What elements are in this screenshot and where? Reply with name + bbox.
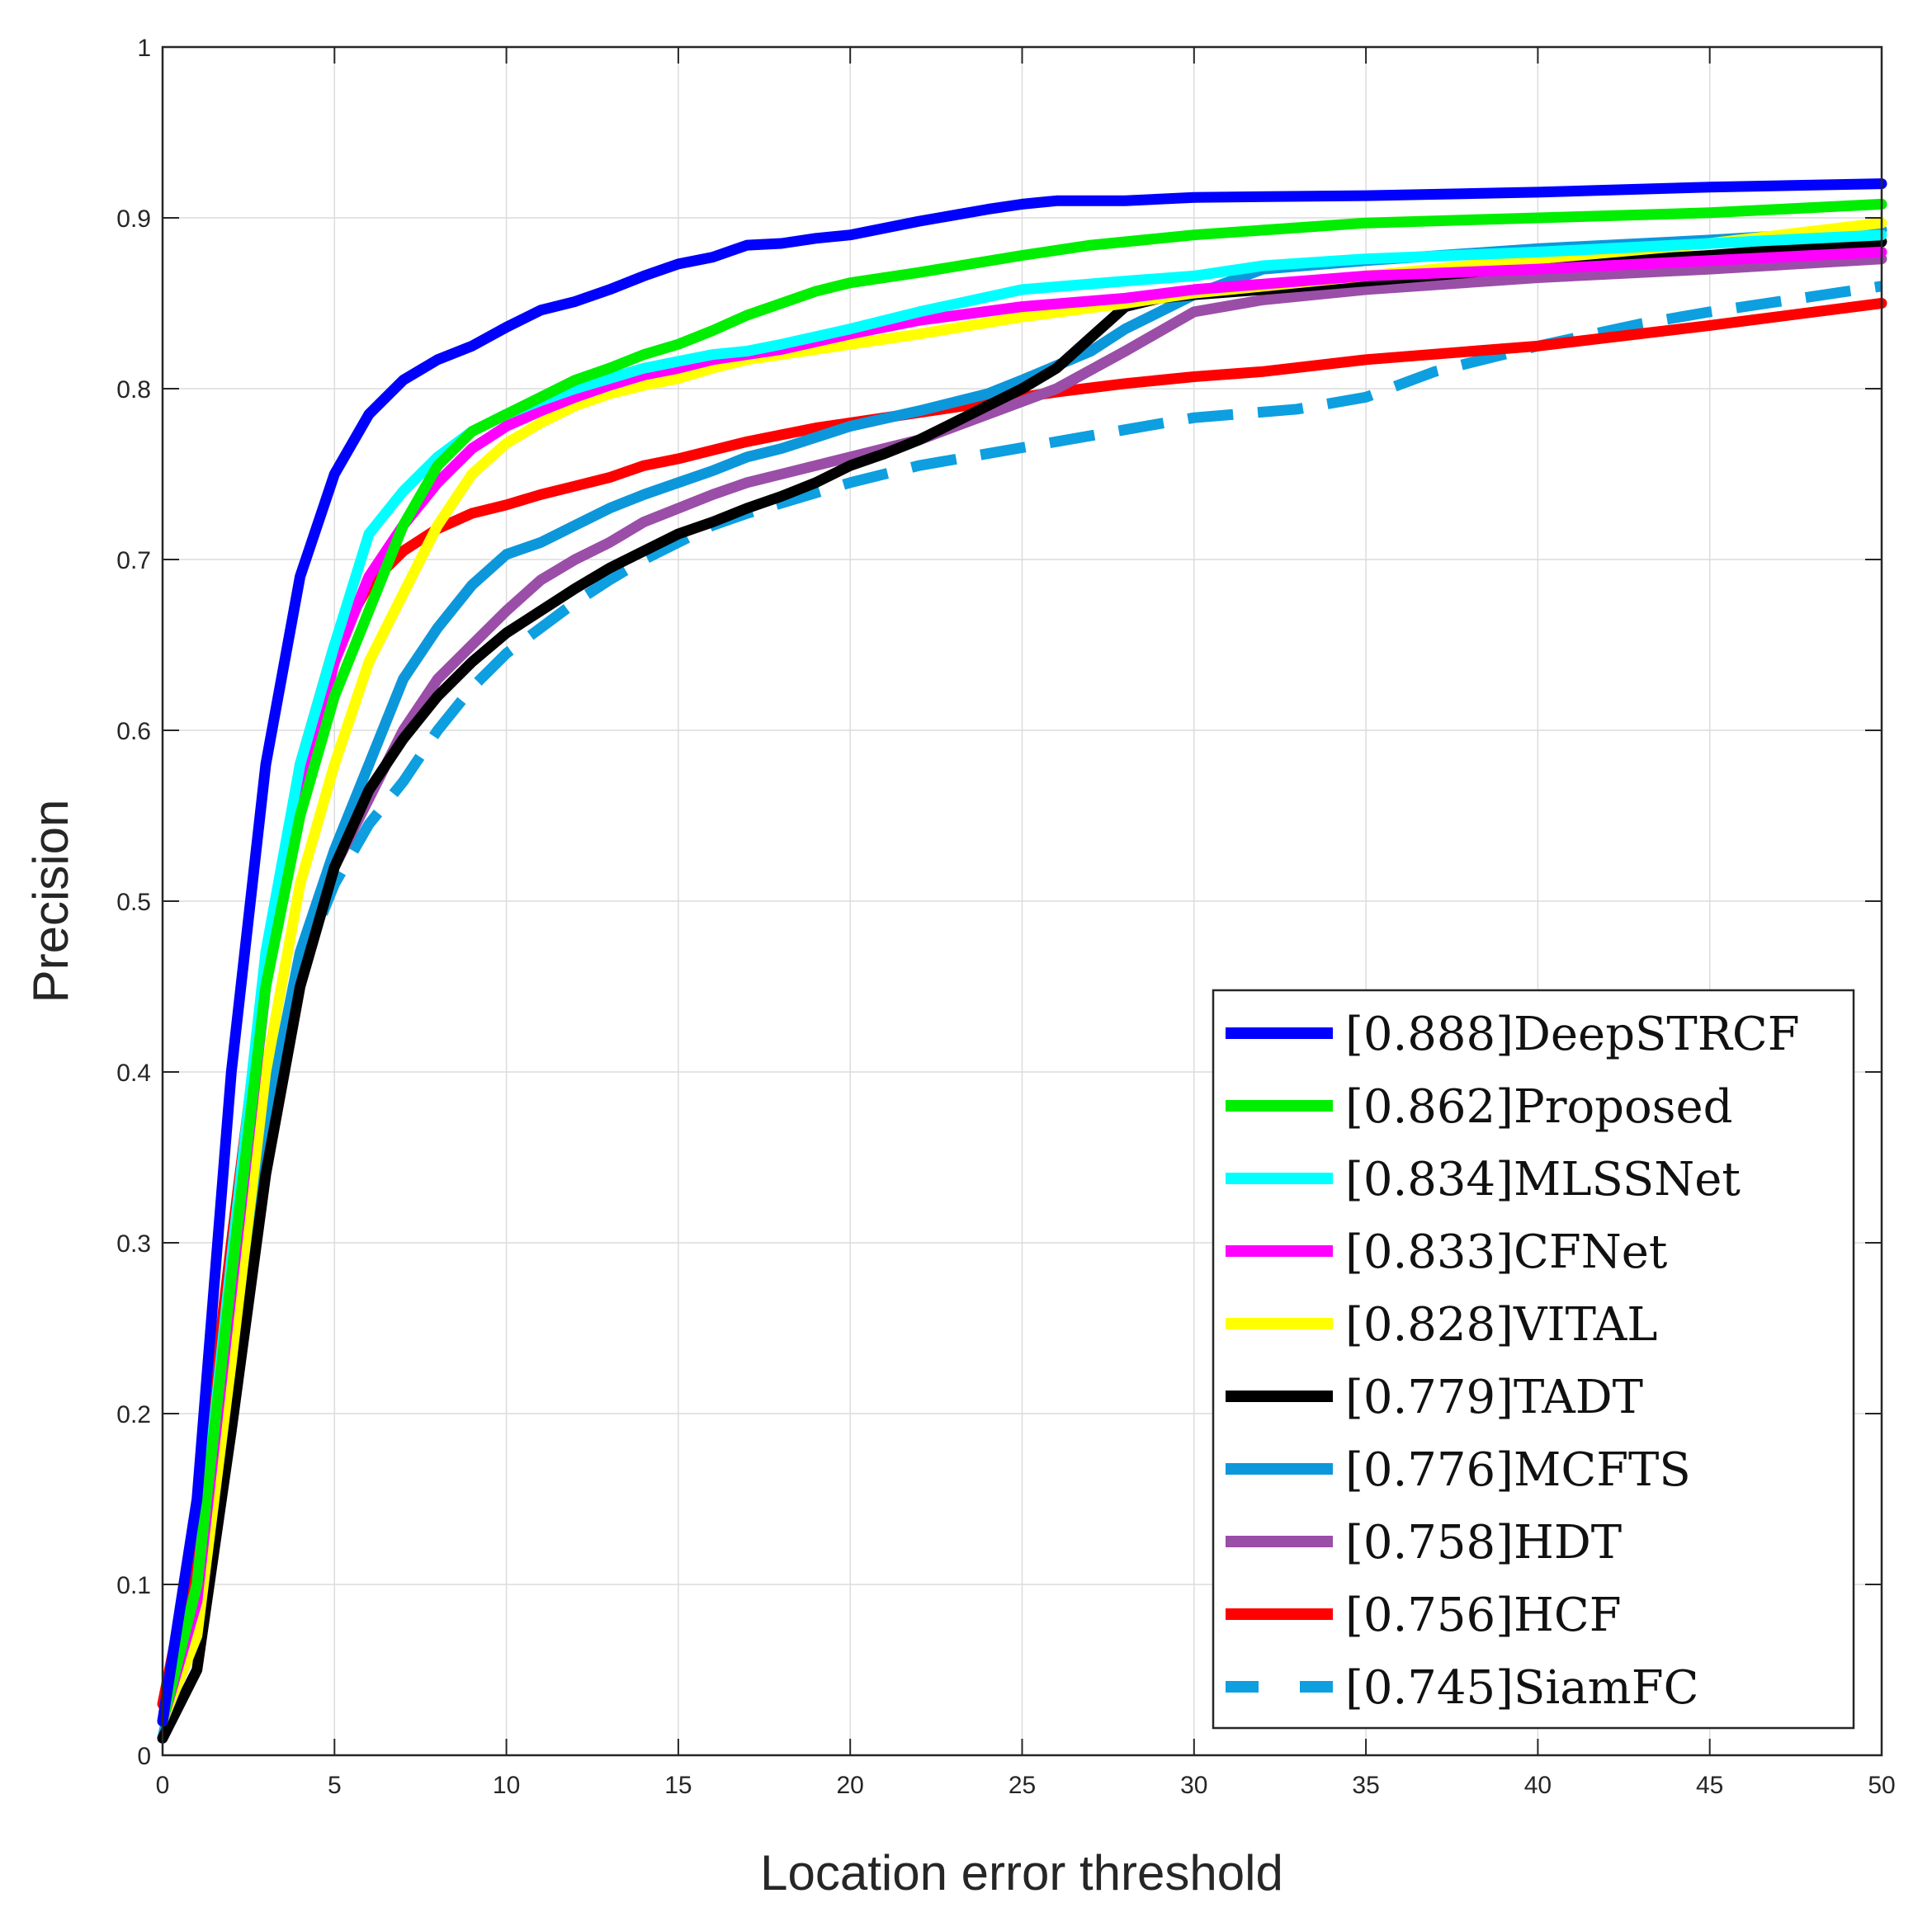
y-tick-label: 0.6 bbox=[116, 718, 151, 745]
legend-score: [0.888] bbox=[1345, 1008, 1514, 1061]
legend-score: [0.756] bbox=[1345, 1589, 1514, 1642]
legend-score: [0.833] bbox=[1345, 1225, 1514, 1279]
y-tick-label: 0.1 bbox=[116, 1572, 151, 1599]
x-tick-label: 35 bbox=[1352, 1772, 1379, 1799]
series-line-proposed bbox=[157, 198, 1887, 1727]
y-tick-label: 0.3 bbox=[116, 1230, 151, 1258]
legend-name: CFNet bbox=[1514, 1225, 1668, 1279]
series-line-deepstrcf bbox=[157, 178, 1887, 1727]
x-tick-label: 50 bbox=[1868, 1772, 1895, 1799]
legend-score: [0.862] bbox=[1345, 1080, 1514, 1134]
legend-score: [0.834] bbox=[1345, 1153, 1514, 1206]
legend-name: VITAL bbox=[1513, 1298, 1657, 1352]
y-tick-label: 0.9 bbox=[116, 205, 151, 233]
legend-name: HCF bbox=[1514, 1589, 1622, 1642]
legend-items: [0.888]DeepSTRCF[0.862]Proposed[0.834]ML… bbox=[1226, 1008, 1800, 1715]
y-tick-label: 0.2 bbox=[116, 1401, 151, 1428]
x-tick-label: 10 bbox=[493, 1772, 520, 1799]
legend-name: TADT bbox=[1514, 1371, 1643, 1424]
legend-score: [0.779] bbox=[1345, 1371, 1514, 1424]
legend-label-hdt: [0.758]HDT bbox=[1345, 1516, 1622, 1570]
y-tick-label: 0.8 bbox=[116, 376, 151, 404]
legend-name: MCFTS bbox=[1514, 1443, 1691, 1497]
x-axis-label: Location error threshold bbox=[760, 1845, 1283, 1900]
legend-name: HDT bbox=[1514, 1516, 1622, 1570]
legend-score: [0.758] bbox=[1345, 1516, 1514, 1570]
x-tick-label: 5 bbox=[328, 1772, 342, 1799]
axis-ticks bbox=[162, 46, 1882, 1756]
x-tick-label: 0 bbox=[156, 1772, 170, 1799]
legend-label-cfnet: [0.833]CFNet bbox=[1345, 1225, 1668, 1279]
legend-label-mlssnet: [0.834]MLSSNet bbox=[1345, 1153, 1741, 1206]
legend-name: Proposed bbox=[1514, 1080, 1732, 1134]
tick-labels: 0 5 10 15 20 25 30 35 40 45 50 0 0.1 0.2 0.3 0.4 0.5 0.6 0… bbox=[116, 35, 1895, 1799]
legend-score: [0.745] bbox=[1345, 1661, 1514, 1715]
series-lines bbox=[157, 178, 1887, 1744]
y-tick-label: 1 bbox=[137, 35, 151, 62]
legend-label-tadt: [0.779]TADT bbox=[1345, 1371, 1643, 1424]
legend-label-mcfts: [0.776]MCFTS bbox=[1345, 1443, 1691, 1497]
x-tick-label: 45 bbox=[1696, 1772, 1723, 1799]
legend-label-vital: [0.828]VITAL bbox=[1345, 1298, 1658, 1352]
x-tick-label: 30 bbox=[1180, 1772, 1207, 1799]
x-tick-label: 15 bbox=[664, 1772, 692, 1799]
legend-box bbox=[1212, 989, 1855, 1730]
legend-label-hcf: [0.756]HCF bbox=[1345, 1589, 1622, 1642]
y-tick-label: 0.4 bbox=[116, 1060, 151, 1087]
series-line-mlssnet bbox=[157, 229, 1887, 1727]
legend-score: [0.828] bbox=[1345, 1298, 1514, 1352]
legend-label-siamfc: [0.745]SiamFC bbox=[1345, 1661, 1698, 1715]
x-tick-label: 20 bbox=[837, 1772, 864, 1799]
legend-name: DeepSTRCF bbox=[1514, 1008, 1800, 1061]
series-line-siamfc bbox=[157, 281, 1882, 1740]
legend-score: [0.776] bbox=[1345, 1443, 1514, 1497]
legend: [0.888]DeepSTRCF[0.862]Proposed[0.834]ML… bbox=[1212, 989, 1855, 1730]
legend-name: SiamFC bbox=[1514, 1661, 1698, 1715]
legend-label-proposed: [0.862]Proposed bbox=[1345, 1080, 1732, 1134]
legend-label-deepstrcf: [0.888]DeepSTRCF bbox=[1345, 1008, 1800, 1061]
series-line-cfnet bbox=[157, 246, 1887, 1727]
x-tick-label: 25 bbox=[1009, 1772, 1036, 1799]
y-tick-label: 0.7 bbox=[116, 547, 151, 574]
y-tick-label: 0.5 bbox=[116, 889, 151, 916]
x-tick-label: 40 bbox=[1524, 1772, 1552, 1799]
y-tick-label: 0 bbox=[137, 1743, 151, 1770]
legend-name: MLSSNet bbox=[1514, 1153, 1741, 1206]
y-axis-label: Precision bbox=[23, 800, 78, 1003]
